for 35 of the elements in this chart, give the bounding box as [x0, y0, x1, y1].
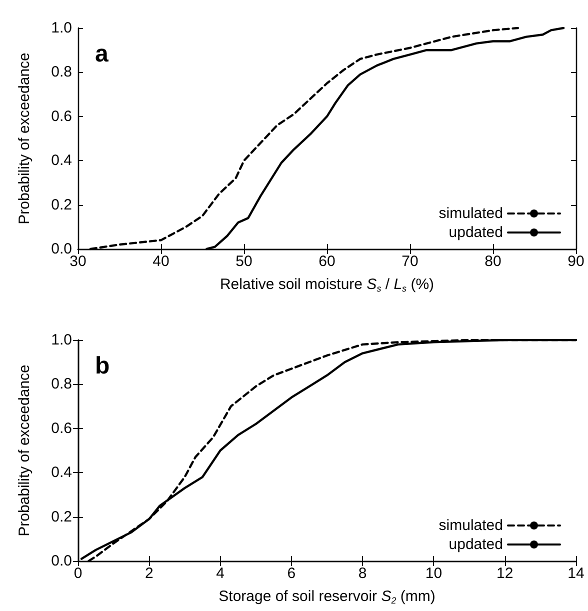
- x-tick-label: 8: [358, 565, 367, 582]
- y-axis-title: Probability of exceedance: [16, 52, 33, 224]
- y-tick-label: 0.2: [51, 508, 72, 526]
- x-tick-label: 50: [236, 253, 252, 270]
- y-tick-label: 0.6: [51, 108, 72, 125]
- y-tick-label: 0.4: [51, 464, 72, 482]
- y-tick-label: 0.6: [51, 420, 72, 437]
- y-tick-label: 0.8: [51, 64, 72, 81]
- x-tick-label: 80: [484, 253, 502, 270]
- x-tick-label: 60: [318, 253, 336, 270]
- x-tick-label: 12: [496, 565, 514, 582]
- x-tick-label: 90: [568, 253, 584, 270]
- y-tick-label: 0.8: [51, 376, 72, 393]
- x-tick-label: 70: [402, 253, 418, 270]
- x-tick-label: 4: [216, 565, 224, 582]
- x-tick-label: 2: [144, 565, 154, 582]
- y-tick-label: 1.0: [51, 20, 72, 36]
- x-tick-label: 40: [152, 253, 170, 270]
- legend-label: simulated: [438, 205, 503, 222]
- y-tick-label: 0.0: [51, 240, 72, 258]
- y-tick-label: 0.0: [51, 552, 72, 570]
- x-tick-label: 0: [74, 565, 82, 582]
- legend-label: simulated: [438, 517, 503, 534]
- x-tick-label: 30: [70, 253, 86, 270]
- annotation: b: [95, 352, 110, 380]
- legend-label: updated: [448, 224, 503, 241]
- y-tick-label: 1.0: [51, 332, 72, 348]
- annotation: a: [95, 40, 109, 68]
- x-tick-label: 6: [287, 565, 296, 582]
- legend-label: updated: [448, 536, 503, 553]
- y-tick-label: 0.4: [51, 152, 72, 170]
- y-axis-title: Probability of exceedance: [16, 364, 33, 536]
- x-tick-label: 14: [568, 565, 584, 582]
- y-tick-label: 0.2: [51, 196, 72, 214]
- x-tick-label: 10: [425, 565, 442, 582]
